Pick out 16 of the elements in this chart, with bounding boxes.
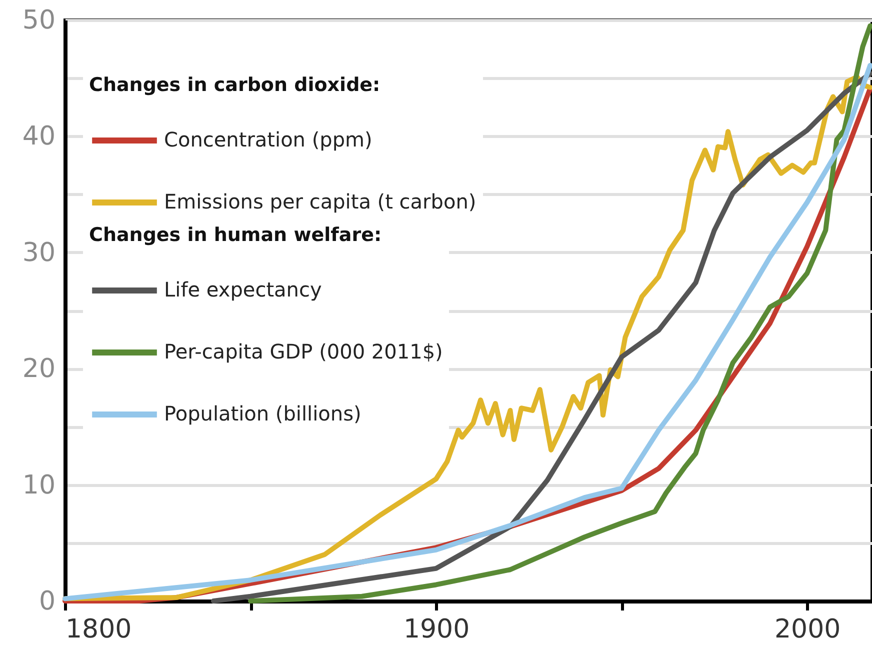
y-tick-label: 30 (22, 238, 56, 268)
legend-label: Per-capita GDP (000 2011$) (164, 340, 443, 364)
x-tick-label: 1900 (403, 614, 470, 644)
legend-label: Population (billions) (164, 402, 362, 426)
legend-label: Emissions per capita (t carbon) (164, 190, 476, 214)
y-tick-label: 50 (22, 6, 56, 36)
x-tick-label: 1800 (66, 614, 132, 644)
annotation: Changes in carbon dioxide: (89, 74, 380, 96)
annotation: Changes in human welfare: (89, 224, 382, 246)
y-tick-label: 0 (38, 586, 56, 616)
legend-label: Life expectancy (164, 278, 322, 302)
x-tick-label: 2000 (774, 614, 841, 644)
y-tick-label: 10 (22, 470, 56, 500)
y-tick-label: 40 (22, 122, 56, 152)
y-tick-label: 20 (22, 354, 56, 384)
legend-label: Concentration (ppm) (164, 128, 372, 152)
